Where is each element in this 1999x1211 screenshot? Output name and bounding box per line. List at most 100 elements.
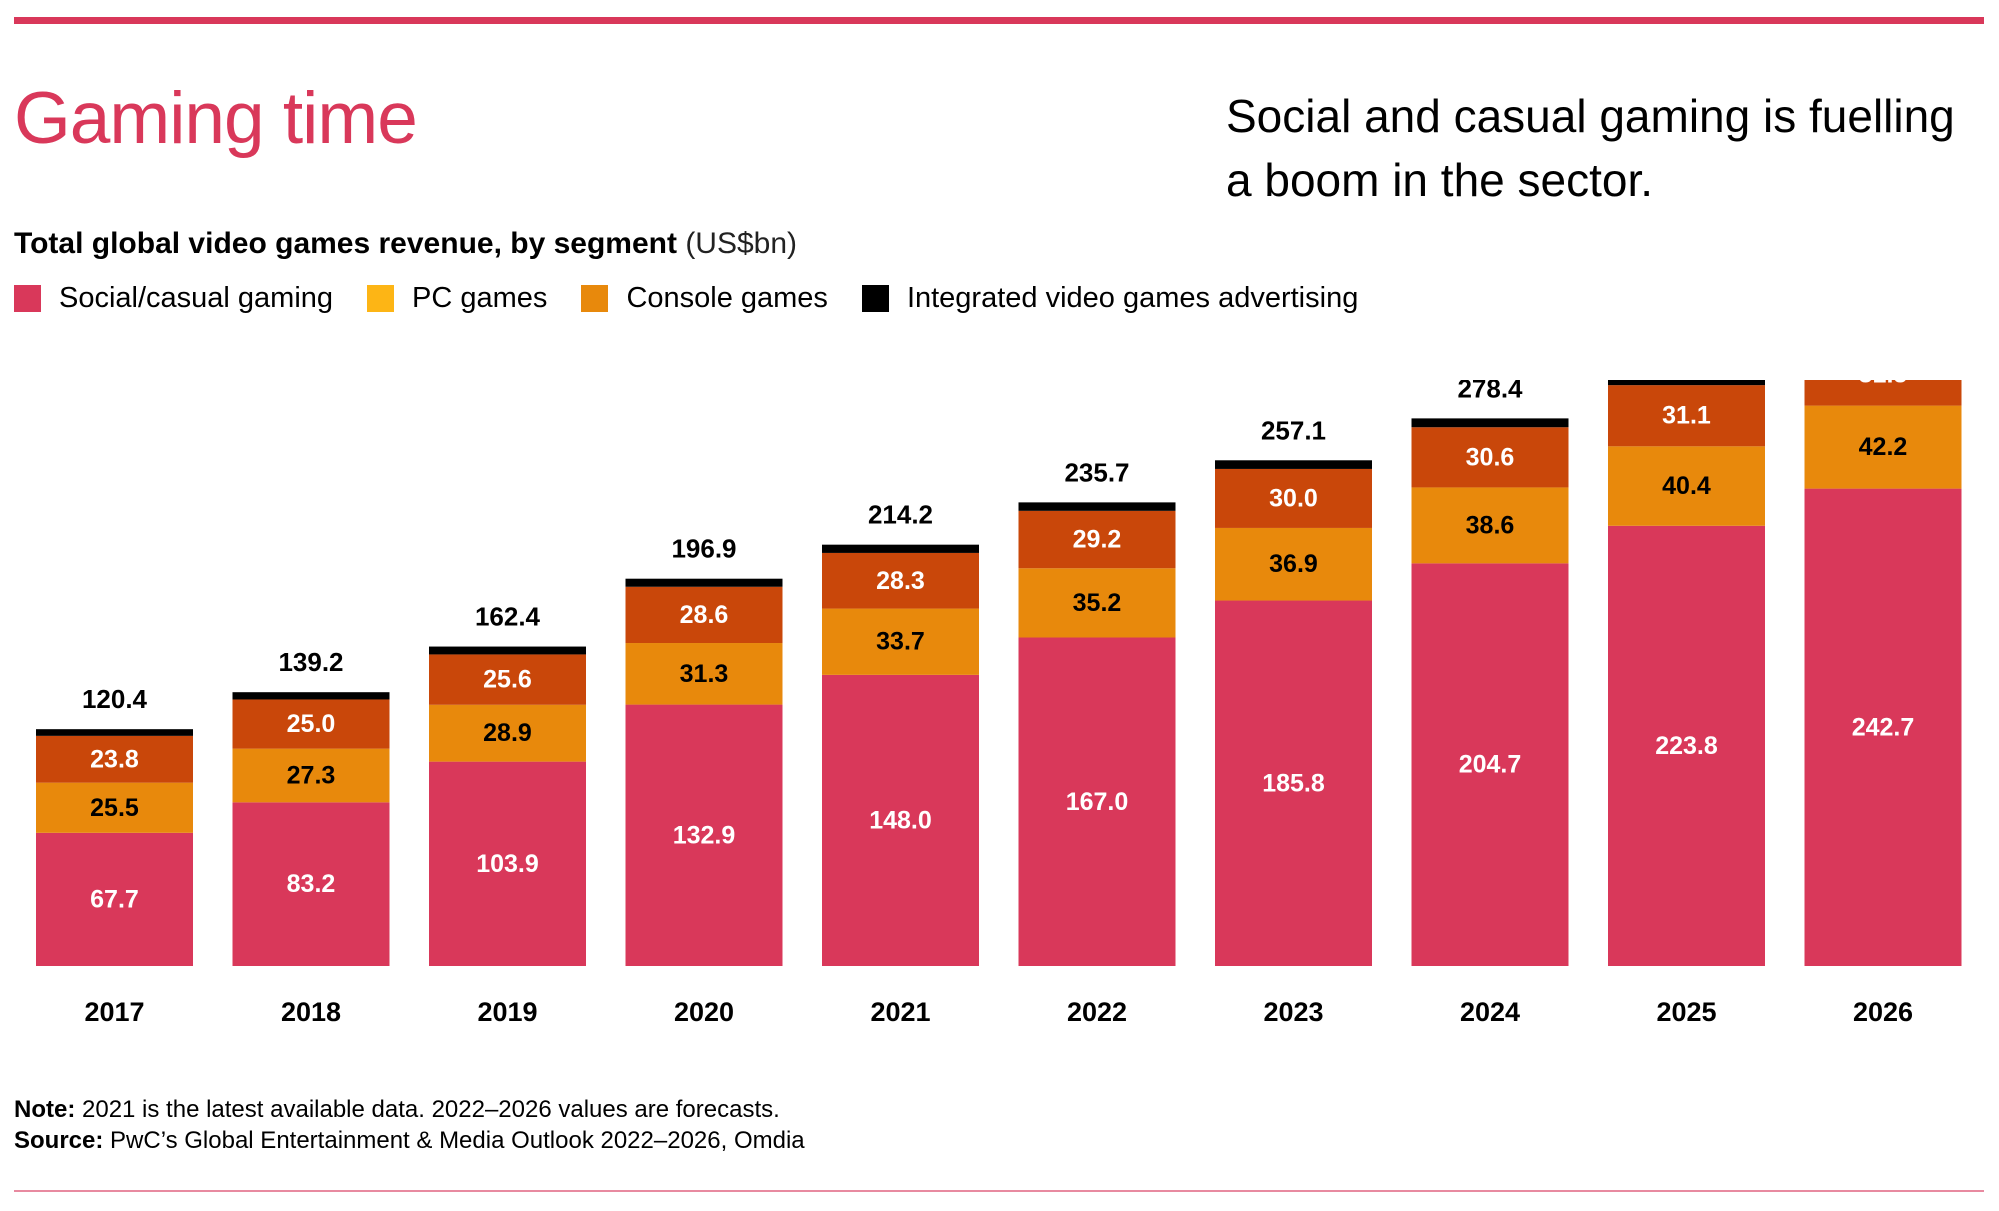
data-label-console-games-2020: 28.6 <box>680 601 729 629</box>
bar-console-games-2017 <box>36 735 193 783</box>
bar-pc-games-2019 <box>429 704 586 762</box>
legend-swatch-pc-games <box>367 285 395 312</box>
legend-label: Social/casual gaming <box>59 282 334 314</box>
total-label-2024: 278.4 <box>1457 380 1523 403</box>
bar-pc-games-2018 <box>232 748 390 803</box>
bar-integrated-video-games-advertising-2019 <box>429 646 586 655</box>
data-label-social-casual-gaming-2018: 83.2 <box>287 870 336 898</box>
data-label-social-casual-gaming-2024: 204.7 <box>1459 751 1522 779</box>
data-label-pc-games-2024: 38.6 <box>1466 511 1515 539</box>
data-label-console-games-2017: 23.8 <box>90 745 139 773</box>
chart-footnote: Note: 2021 is the latest available data.… <box>14 1094 805 1156</box>
total-label-2021: 214.2 <box>868 500 933 530</box>
total-label-2023: 257.1 <box>1261 415 1326 445</box>
source-label: Source: <box>14 1127 104 1154</box>
data-label-social-casual-gaming-2017: 67.7 <box>90 885 139 913</box>
data-label-social-casual-gaming-2025: 223.8 <box>1655 732 1718 760</box>
x-tick-label-2025: 2025 <box>1656 997 1716 1027</box>
bar-integrated-video-games-advertising-2024 <box>1411 418 1569 428</box>
bar-console-games-2023 <box>1215 468 1372 528</box>
data-label-console-games-2018: 25.0 <box>287 710 336 738</box>
note-text: 2021 is the latest available data. 2022–… <box>75 1096 780 1123</box>
bar-console-games-2026 <box>1804 380 1962 406</box>
data-label-console-games-2022: 29.2 <box>1073 526 1122 554</box>
bar-console-games-2022 <box>1018 510 1176 569</box>
bar-console-games-2019 <box>429 654 586 705</box>
note-label: Note: <box>14 1096 76 1123</box>
data-label-console-games-2026: 31.5 <box>1859 380 1908 389</box>
x-tick-label-2021: 2021 <box>870 997 930 1027</box>
data-label-console-games-2023: 30.0 <box>1269 484 1318 512</box>
data-label-social-casual-gaming-2020: 132.9 <box>673 821 736 849</box>
data-label-console-games-2024: 30.6 <box>1466 443 1515 471</box>
bar-integrated-video-games-advertising-2021 <box>822 544 979 553</box>
top-rule <box>14 17 1984 24</box>
data-label-console-games-2019: 25.6 <box>483 666 532 694</box>
legend-swatch-console-games <box>581 285 609 312</box>
data-label-pc-games-2017: 25.5 <box>90 794 139 822</box>
chart-subtitle-units: (US$bn) <box>685 227 798 260</box>
bar-integrated-video-games-advertising-2025 <box>1608 380 1765 386</box>
bar-console-games-2024 <box>1411 427 1569 488</box>
x-tick-label-2023: 2023 <box>1263 997 1323 1027</box>
bar-pc-games-2024 <box>1411 487 1569 564</box>
data-label-social-casual-gaming-2023: 185.8 <box>1262 769 1325 797</box>
source-line: Source: PwC’s Global Entertainment & Med… <box>14 1125 805 1156</box>
legend-item-pc-games: PC games <box>367 282 547 315</box>
legend: Social/casual gaming PC games Console ga… <box>14 282 1392 315</box>
bar-console-games-2018 <box>232 699 390 749</box>
legend-label: PC games <box>412 282 548 314</box>
bar-integrated-video-games-advertising-2022 <box>1018 502 1176 511</box>
data-label-pc-games-2021: 33.7 <box>876 628 925 656</box>
bar-pc-games-2022 <box>1018 568 1176 638</box>
legend-item-advertising: Integrated video games advertising <box>861 282 1359 315</box>
data-label-pc-games-2019: 28.9 <box>483 719 532 747</box>
bar-social-casual-gaming-2024 <box>1411 563 1569 966</box>
x-tick-label-2024: 2024 <box>1460 997 1520 1027</box>
bar-pc-games-2025 <box>1608 446 1765 526</box>
bar-pc-games-2017 <box>36 782 193 833</box>
data-label-pc-games-2022: 35.2 <box>1073 589 1122 617</box>
source-text: PwC’s Global Entertainment & Media Outlo… <box>103 1127 805 1154</box>
total-label-2017: 120.4 <box>82 684 148 714</box>
x-tick-label-2017: 2017 <box>84 997 144 1027</box>
bar-social-casual-gaming-2023 <box>1215 600 1372 966</box>
data-label-pc-games-2026: 42.2 <box>1859 433 1908 461</box>
x-tick-label-2018: 2018 <box>281 997 341 1027</box>
x-tick-label-2020: 2020 <box>674 997 734 1027</box>
bar-integrated-video-games-advertising-2017 <box>36 729 193 736</box>
bar-social-casual-gaming-2020 <box>625 704 783 966</box>
bar-social-casual-gaming-2022 <box>1018 637 1176 966</box>
legend-swatch-social-casual <box>14 285 41 312</box>
bar-pc-games-2020 <box>625 643 783 705</box>
bar-pc-games-2021 <box>822 608 979 675</box>
data-label-pc-games-2020: 31.3 <box>680 660 729 688</box>
total-label-2018: 139.2 <box>278 647 343 677</box>
bar-social-casual-gaming-2017 <box>36 832 193 966</box>
data-label-pc-games-2025: 40.4 <box>1662 472 1711 500</box>
legend-label: Console games <box>626 282 828 314</box>
bar-integrated-video-games-advertising-2018 <box>232 692 390 700</box>
data-label-console-games-2021: 28.3 <box>876 567 925 595</box>
bar-console-games-2025 <box>1608 385 1765 447</box>
total-label-2022: 235.7 <box>1064 457 1129 487</box>
stacked-bar-chart: 67.7 25.5 23.8 120.4 2017 83.2 27.3 25.0 139.2 20… <box>36 380 1962 1027</box>
bar-console-games-2020 <box>625 586 783 644</box>
data-label-social-casual-gaming-2022: 167.0 <box>1066 788 1129 816</box>
total-label-2020: 196.9 <box>671 534 736 564</box>
bar-pc-games-2023 <box>1215 527 1372 601</box>
legend-item-social-casual: Social/casual gaming <box>14 282 333 315</box>
chart-subtitle: Total global video games revenue, by seg… <box>14 226 797 262</box>
x-tick-label-2019: 2019 <box>477 997 537 1027</box>
legend-item-console-games: Console games <box>581 282 828 315</box>
total-label-2019: 162.4 <box>475 602 541 632</box>
x-tick-label-2022: 2022 <box>1067 997 1127 1027</box>
data-label-social-casual-gaming-2021: 148.0 <box>869 806 932 834</box>
bar-social-casual-gaming-2018 <box>232 802 390 966</box>
bar-integrated-video-games-advertising-2020 <box>625 578 783 587</box>
bar-social-casual-gaming-2021 <box>822 674 979 966</box>
legend-label: Integrated video games advertising <box>906 282 1359 314</box>
data-label-pc-games-2023: 36.9 <box>1269 550 1318 578</box>
note-line: Note: 2021 is the latest available data.… <box>14 1094 805 1125</box>
bar-integrated-video-games-advertising-2023 <box>1215 460 1372 469</box>
